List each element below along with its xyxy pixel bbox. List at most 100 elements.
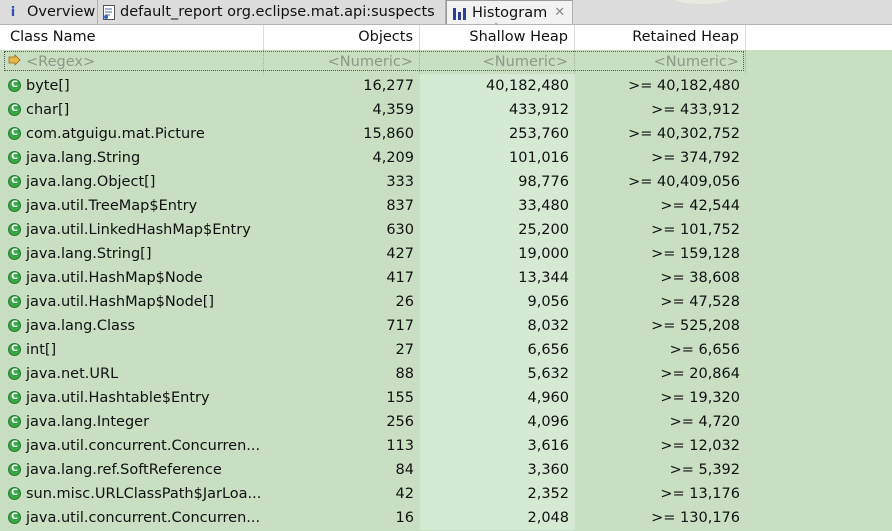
filter-row: <Regex> <Numeric> <Numeric> <Numeric> — [0, 50, 892, 74]
column-header-objects[interactable]: Objects — [264, 25, 420, 50]
class-name-cell: java.lang.Integer — [0, 410, 264, 434]
class-icon: C — [8, 79, 21, 92]
retained-heap-cell: >= 47,528 — [575, 290, 746, 314]
table-row[interactable]: java.lang.Class 717 8,032 >= 525,208 C — [0, 314, 892, 338]
info-icon: i — [10, 4, 16, 20]
class-name-cell: java.util.Hashtable$Entry — [0, 386, 264, 410]
class-icon: C — [8, 199, 21, 212]
table-row[interactable]: com.atguigu.mat.Picture 15,860 253,760 >= 4… — [0, 122, 892, 146]
class-icon: C — [8, 103, 21, 116]
class-icon: C — [8, 487, 21, 500]
filter-focus-outline — [4, 51, 744, 71]
retained-heap-cell: >= 159,128 — [575, 242, 746, 266]
objects-cell: 837 — [264, 194, 420, 218]
retained-heap-cell: >= 5,392 — [575, 458, 746, 482]
filler-cell — [746, 410, 892, 434]
table-row[interactable]: sun.misc.URLClassPath$JarLoa... 42 2,352 >=… — [0, 482, 892, 506]
filler-cell — [746, 218, 892, 242]
table-row[interactable]: java.util.concurrent.Concurren... 113 3,61… — [0, 434, 892, 458]
table-row[interactable]: java.lang.ref.SoftReference 84 3,360 >= 5,3… — [0, 458, 892, 482]
retained-heap-cell: >= 101,752 — [575, 218, 746, 242]
shallow-heap-cell: 8,032 — [420, 314, 575, 338]
table-row[interactable]: java.util.TreeMap$Entry 837 33,480 >= 42,54… — [0, 194, 892, 218]
retained-heap-cell: >= 13,176 — [575, 482, 746, 506]
class-name-cell: java.util.concurrent.Concurren... — [0, 506, 264, 530]
filler-cell — [746, 482, 892, 506]
retained-heap-cell: >= 433,912 — [575, 98, 746, 122]
class-name-cell: java.lang.String — [0, 146, 264, 170]
class-icon: C — [8, 511, 21, 524]
class-icon: C — [8, 271, 21, 284]
class-icon: C — [8, 247, 21, 260]
shallow-heap-cell: 98,776 — [420, 170, 575, 194]
shallow-heap-cell: 433,912 — [420, 98, 575, 122]
filler-cell — [746, 122, 892, 146]
shallow-heap-cell: 5,632 — [420, 362, 575, 386]
class-name-filter-input[interactable]: <Regex> — [0, 50, 264, 74]
objects-cell: 427 — [264, 242, 420, 266]
class-name-cell: java.lang.Object[] — [0, 170, 264, 194]
table-row[interactable]: java.util.LinkedHashMap$Entry 630 25,200 >=… — [0, 218, 892, 242]
editor-tab-bar: i Overview default_report org.eclipse.ma… — [0, 0, 892, 25]
retained-heap-cell: >= 374,792 — [575, 146, 746, 170]
filler-cell — [746, 290, 892, 314]
table-row[interactable]: java.net.URL 88 5,632 >= 20,864 C — [0, 362, 892, 386]
class-icon: C — [8, 223, 21, 236]
shallow-heap-cell: 13,344 — [420, 266, 575, 290]
objects-cell: 88 — [264, 362, 420, 386]
table-row[interactable]: java.lang.Integer 256 4,096 >= 4,720 C — [0, 410, 892, 434]
class-name-cell: java.util.HashMap$Node — [0, 266, 264, 290]
table-row[interactable]: java.util.concurrent.Concurren... 16 2,048… — [0, 506, 892, 530]
class-name-cell: java.lang.Class — [0, 314, 264, 338]
shallow-heap-cell: 3,360 — [420, 458, 575, 482]
retained-heap-cell: >= 19,320 — [575, 386, 746, 410]
shallow-heap-cell: 3,616 — [420, 434, 575, 458]
table-row[interactable]: java.lang.String 4,209 101,016 >= 374,792 C — [0, 146, 892, 170]
objects-cell: 42 — [264, 482, 420, 506]
retained-heap-filter-input[interactable]: <Numeric> — [575, 50, 746, 74]
table-row[interactable]: int[] 27 6,656 >= 6,656 C — [0, 338, 892, 362]
close-icon[interactable]: ✕ — [554, 5, 566, 20]
column-header-class-name[interactable]: Class Name — [0, 25, 264, 50]
class-name-cell: java.util.LinkedHashMap$Entry — [0, 218, 264, 242]
objects-cell: 4,209 — [264, 146, 420, 170]
class-icon: C — [8, 391, 21, 404]
shallow-heap-cell: 4,960 — [420, 386, 575, 410]
class-name-cell: java.util.TreeMap$Entry — [0, 194, 264, 218]
table-row[interactable]: java.util.HashMap$Node[] 26 9,056 >= 47,528… — [0, 290, 892, 314]
objects-cell: 113 — [264, 434, 420, 458]
filler-cell — [746, 314, 892, 338]
sort-indicator-icon: ˇ — [494, 23, 499, 33]
objects-filter-input[interactable]: <Numeric> — [264, 50, 420, 74]
shallow-heap-cell: 253,760 — [420, 122, 575, 146]
shallow-heap-cell: 4,096 — [420, 410, 575, 434]
tab-histogram[interactable]: Histogram ✕ — [446, 0, 573, 24]
objects-cell: 4,359 — [264, 98, 420, 122]
table-row[interactable]: char[] 4,359 433,912 >= 433,912 C — [0, 98, 892, 122]
filler-cell — [746, 194, 892, 218]
column-header-shallow-heap[interactable]: Shallow Heap — [420, 25, 575, 50]
table-row[interactable]: byte[] 16,277 40,182,480 >= 40,182,480 C — [0, 74, 892, 98]
retained-heap-cell: >= 40,302,752 — [575, 122, 746, 146]
retained-heap-cell: >= 40,182,480 — [575, 74, 746, 98]
objects-cell: 16,277 — [264, 74, 420, 98]
tab-overview[interactable]: i Overview — [0, 0, 98, 24]
shallow-heap-cell: 33,480 — [420, 194, 575, 218]
table-row[interactable]: java.util.HashMap$Node 417 13,344 >= 38,608… — [0, 266, 892, 290]
class-name-cell: java.lang.ref.SoftReference — [0, 458, 264, 482]
objects-cell: 26 — [264, 290, 420, 314]
class-name-cell: char[] — [0, 98, 264, 122]
decorative-blob — [672, 0, 732, 4]
shallow-heap-filter-input[interactable]: <Numeric> — [420, 50, 575, 74]
table-row[interactable]: java.lang.String[] 427 19,000 >= 159,128 C — [0, 242, 892, 266]
column-header-retained-heap[interactable]: Retained Heap — [575, 25, 746, 50]
tab-histogram-label: Histogram — [472, 4, 548, 21]
tab-default-report[interactable]: default_report org.eclipse.mat.api:suspe… — [98, 0, 446, 24]
shallow-heap-cell: 40,182,480 — [420, 74, 575, 98]
class-icon: C — [8, 367, 21, 380]
shallow-heap-cell: 25,200 — [420, 218, 575, 242]
filler-cell — [746, 362, 892, 386]
filler-cell — [746, 74, 892, 98]
table-row[interactable]: java.util.Hashtable$Entry 155 4,960 >= 19,3… — [0, 386, 892, 410]
table-row[interactable]: java.lang.Object[] 333 98,776 >= 40,409,056… — [0, 170, 892, 194]
